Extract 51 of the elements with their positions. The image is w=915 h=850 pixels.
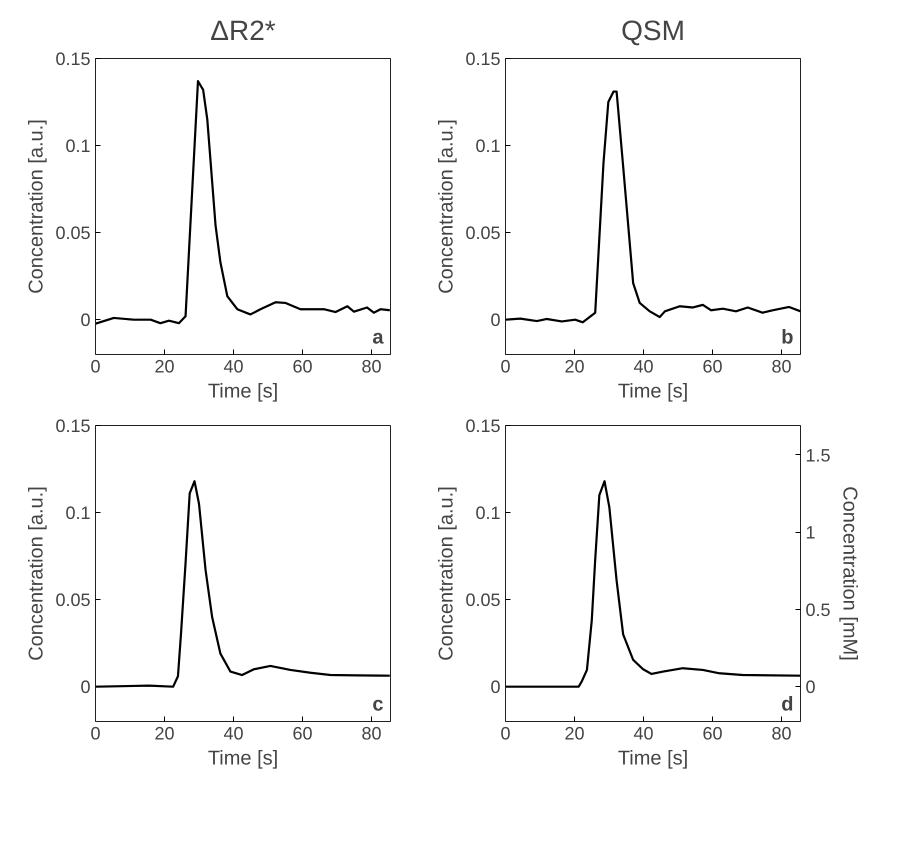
x-axis-title: Time [s] — [208, 748, 278, 770]
x-tick-label: 80 — [772, 724, 792, 744]
x-tick-label: 60 — [702, 724, 723, 744]
x-tick-label: 60 — [292, 724, 313, 744]
x-tick-label: 20 — [564, 724, 585, 744]
y-tick-label: 0.05 — [465, 590, 501, 610]
y-tick-label: 0.05 — [55, 590, 91, 610]
y-axis-title: Concentration [a.u.] — [435, 119, 458, 294]
x-tick-label: 60 — [702, 356, 723, 376]
y-tick-label: 0.15 — [55, 416, 91, 436]
y2-axis-title: Concentration [mM] — [838, 486, 861, 661]
x-axis-title: Time [s] — [618, 748, 688, 770]
y-tick-label: 0.15 — [55, 49, 91, 69]
annotation: b — [781, 326, 794, 348]
y-tick-label: 0.05 — [465, 223, 501, 244]
y2-tick-label: 0 — [806, 677, 816, 698]
x-tick-label: 80 — [772, 356, 792, 376]
x-tick-label: 80 — [362, 356, 382, 376]
y-tick-label: 0.15 — [465, 416, 501, 436]
y-tick-label: 0.1 — [475, 503, 501, 524]
annotation: d — [781, 694, 794, 716]
x-tick-label: 40 — [224, 356, 244, 376]
x-tick-label: 40 — [634, 356, 654, 376]
y-axis-title: Concentration [a.u.] — [435, 486, 458, 661]
x-tick-label: 20 — [154, 724, 175, 744]
y-tick-label: 0 — [490, 677, 501, 698]
x-tick-label: 40 — [634, 724, 654, 744]
y-tick-label: 0.05 — [55, 223, 91, 244]
x-tick-label: 20 — [154, 356, 175, 376]
y-axis-title: Concentration [a.u.] — [25, 119, 48, 294]
chart-title: ΔR2* — [210, 15, 276, 46]
x-tick-label: 20 — [564, 356, 585, 376]
y2-tick-label: 1.5 — [806, 445, 831, 466]
x-axis-title: Time [s] — [618, 380, 688, 402]
y-tick-label: 0.1 — [475, 136, 501, 156]
y2-tick-label: 1 — [806, 522, 816, 543]
y-tick-label: 0.1 — [65, 503, 91, 524]
y-axis-title: Concentration [a.u.] — [25, 486, 48, 661]
x-axis-title: Time [s] — [208, 380, 278, 402]
annotation: c — [372, 694, 384, 716]
y2-tick-label: 0.5 — [806, 600, 831, 620]
x-tick-label: 60 — [292, 356, 313, 376]
y-tick-label: 0 — [80, 310, 91, 330]
y-tick-label: 0 — [80, 677, 91, 698]
y-tick-label: 0.15 — [465, 49, 501, 69]
x-tick-label: 80 — [362, 724, 382, 744]
x-tick-label: 40 — [224, 724, 244, 744]
annotation: a — [372, 326, 384, 348]
chart-title: QSM — [621, 15, 685, 46]
y-tick-label: 0 — [490, 310, 501, 330]
y-tick-label: 0.1 — [65, 136, 91, 156]
